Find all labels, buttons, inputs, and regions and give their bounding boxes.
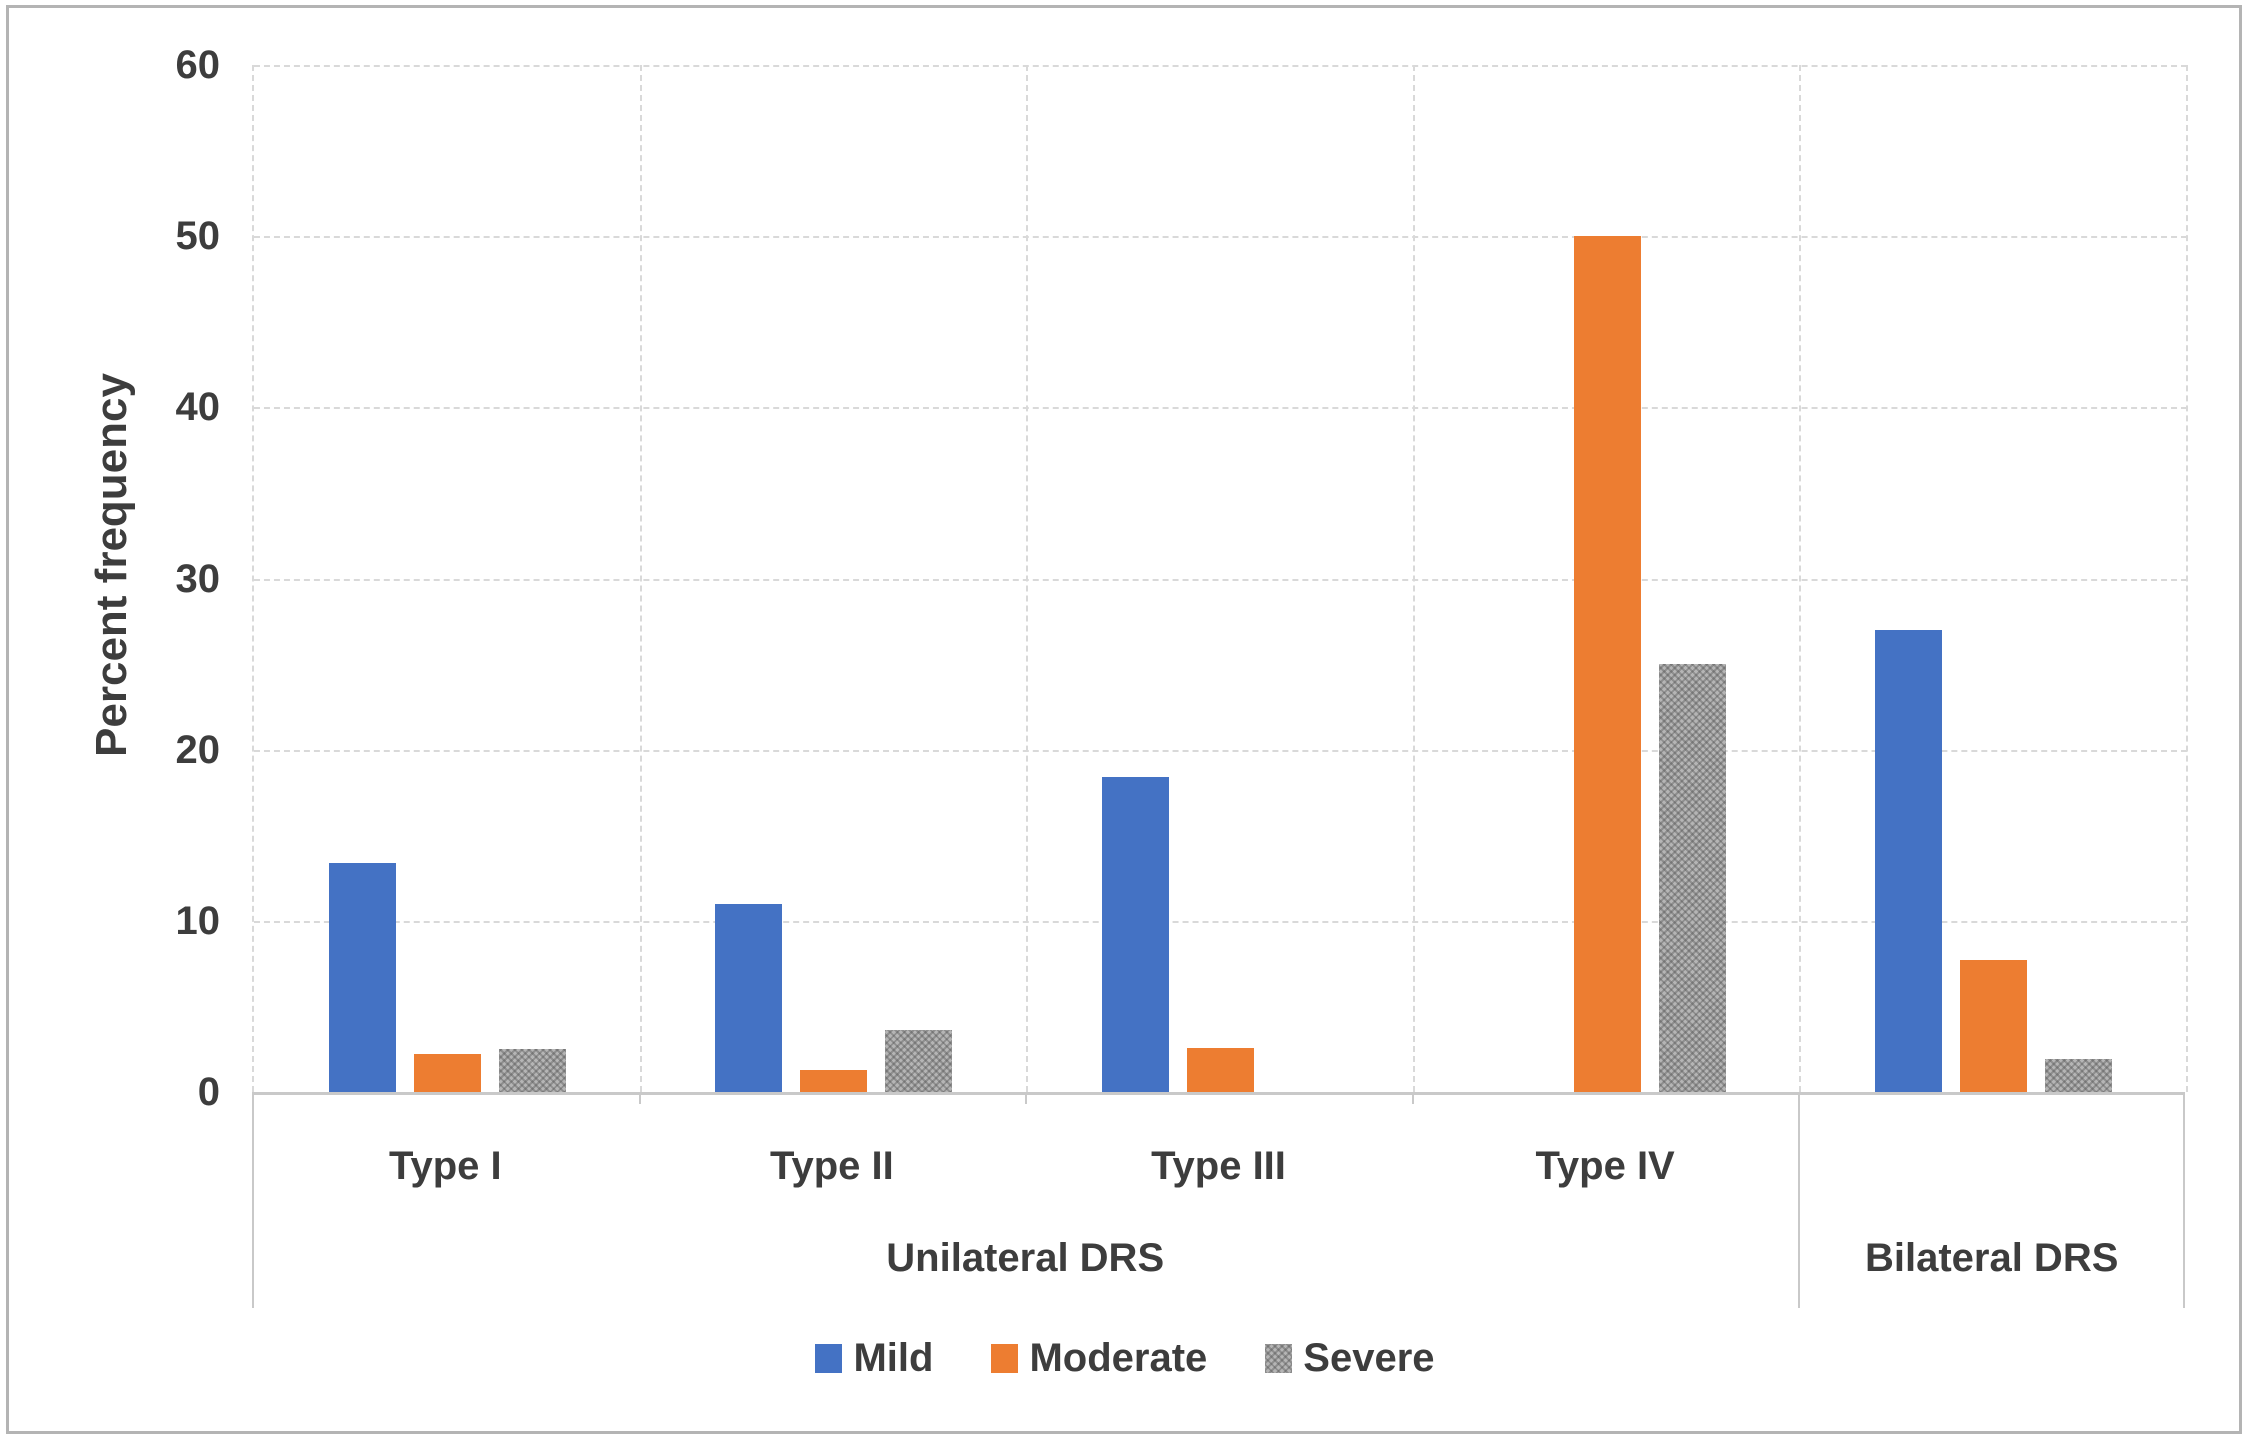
bar-severe-type-i [498, 1049, 566, 1092]
plot-area [252, 65, 2188, 1092]
gridline-y-60 [254, 65, 2187, 67]
y-tick-label-40: 40 [175, 385, 221, 430]
legend-label-mild: Mild [853, 1336, 934, 1380]
legend: Mild Moderate Severe [0, 1336, 2250, 1381]
group-label-bilateral-drs: Bilateral DRS [1864, 1236, 2119, 1280]
category-label-type-iii: Type III [1151, 1144, 1286, 1188]
x-axis-line [252, 1092, 2185, 1095]
y-tick-label-20: 20 [175, 727, 221, 772]
axis-divider-short-2 [1025, 1092, 1028, 1104]
legend-label-moderate: Moderate [1029, 1336, 1208, 1380]
y-tick-label-10: 10 [175, 898, 221, 943]
axis-divider-long-0 [252, 1092, 254, 1308]
axis-divider-short-1 [638, 1092, 641, 1104]
legend-swatch-moderate [991, 1344, 1019, 1373]
gridline-y-30 [254, 578, 2187, 581]
gridline-x-4 [1799, 65, 1802, 1092]
bar-severe-bilateral-drs [2045, 1059, 2113, 1092]
bar-severe-type-ii [885, 1030, 953, 1092]
group-label-unilateral-drs: Unilateral DRS [886, 1236, 1165, 1280]
legend-item-mild: Mild [815, 1336, 933, 1381]
gridline-y-10 [254, 920, 2187, 923]
category-label-type-ii: Type II [770, 1144, 894, 1188]
bar-moderate-bilateral-drs [1960, 960, 2028, 1092]
y-tick-label-30: 30 [175, 556, 221, 601]
gridline-y-40 [254, 407, 2187, 410]
legend-swatch-mild [815, 1344, 843, 1373]
bar-moderate-type-iii [1187, 1047, 1254, 1092]
legend-item-moderate: Moderate [991, 1336, 1207, 1381]
bar-mild-type-iii [1102, 777, 1169, 1092]
bar-mild-type-ii [715, 903, 783, 1092]
legend-item-severe: Severe [1265, 1336, 1435, 1381]
bar-moderate-type-iv [1573, 236, 1641, 1092]
gridline-x-5 [2186, 65, 2188, 1092]
legend-swatch-severe [1265, 1344, 1293, 1373]
category-label-type-iv: Type IV [1535, 1144, 1675, 1188]
y-tick-label-60: 60 [175, 43, 221, 87]
axis-divider-short-3 [1411, 1092, 1414, 1104]
axis-divider-long-4 [1798, 1092, 1801, 1308]
gridline-x-3 [1412, 65, 1415, 1092]
gridline-y-20 [254, 749, 2187, 752]
axis-divider-long-5 [2183, 1092, 2185, 1308]
bar-moderate-type-ii [800, 1069, 868, 1092]
bar-mild-type-i [328, 862, 396, 1092]
gridline-x-2 [1026, 65, 1029, 1092]
bar-mild-bilateral-drs [1875, 629, 1943, 1092]
y-tick-label-50: 50 [175, 214, 221, 259]
bar-moderate-type-i [413, 1054, 481, 1092]
bar-severe-type-iv [1658, 664, 1726, 1092]
legend-label-severe: Severe [1303, 1336, 1435, 1380]
category-label-type-i: Type I [388, 1144, 502, 1188]
gridline-y-50 [254, 236, 2187, 239]
gridline-x-1 [639, 65, 642, 1092]
y-tick-label-0: 0 [197, 1070, 220, 1114]
